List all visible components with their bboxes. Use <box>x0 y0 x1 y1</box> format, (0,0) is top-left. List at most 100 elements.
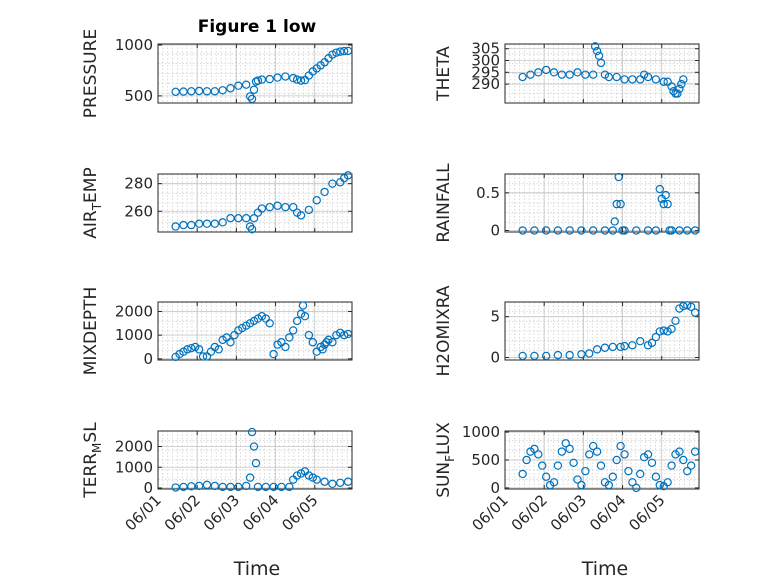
data-point <box>557 447 567 456</box>
data-point <box>667 324 676 334</box>
data-point <box>198 352 208 361</box>
data-point <box>534 68 543 77</box>
data-point <box>308 473 318 482</box>
data-point <box>336 47 345 56</box>
data-point <box>667 461 676 470</box>
data-point <box>581 466 590 476</box>
y-tick-label: 280 <box>124 175 153 193</box>
data-point <box>343 171 353 180</box>
data-point <box>675 226 684 235</box>
data-point <box>620 341 629 351</box>
data-point <box>304 205 314 215</box>
figure-title: Figure 1 low <box>198 17 317 37</box>
data-point <box>659 326 668 335</box>
data-point <box>604 480 614 490</box>
data-point <box>202 480 212 490</box>
data-point <box>534 450 543 459</box>
data-point <box>647 338 657 348</box>
data-point <box>296 76 306 85</box>
data-point <box>585 450 594 459</box>
data-point <box>518 72 527 82</box>
y-axis-label: PRESSURE <box>81 29 101 118</box>
y-tick-label: 0.5 <box>476 184 500 202</box>
data-point <box>247 94 257 104</box>
data-point <box>610 217 619 226</box>
data-point <box>573 68 582 77</box>
data-point <box>245 473 255 482</box>
y-tick-label: 0 <box>490 221 500 239</box>
data-point <box>659 77 668 86</box>
data-point <box>343 477 353 486</box>
data-point <box>285 333 294 342</box>
data-point <box>226 213 235 223</box>
data-point <box>269 482 278 492</box>
data-point <box>249 213 259 223</box>
data-point <box>281 202 290 212</box>
data-point <box>675 447 684 456</box>
data-point <box>683 466 692 476</box>
data-point <box>308 338 318 347</box>
data-point <box>565 444 574 454</box>
data-point <box>686 302 696 312</box>
data-point <box>187 343 196 353</box>
subplot-air_temp: 260 280 AIRTEMP <box>81 167 353 239</box>
data-point <box>273 73 282 82</box>
y-axis-label: THETA <box>434 46 454 102</box>
y-axis-label: MIXDEPTH <box>81 287 101 376</box>
data-point <box>636 469 645 479</box>
data-point <box>234 81 243 90</box>
data-point <box>632 226 641 235</box>
data-point <box>320 187 329 197</box>
data-point <box>289 202 298 212</box>
axes-box <box>504 43 700 104</box>
subplot-pressure: 500 1000 PRESSURE <box>81 29 353 118</box>
data-point <box>655 184 665 194</box>
data-point <box>247 225 257 234</box>
data-point <box>538 461 547 470</box>
data-point <box>241 80 251 89</box>
data-point <box>210 219 220 228</box>
data-point <box>620 75 629 84</box>
data-point <box>518 351 527 361</box>
data-point <box>234 213 243 223</box>
data-point <box>289 73 298 83</box>
data-point <box>304 330 314 340</box>
y-axis-label: TERRMSL <box>81 422 104 499</box>
data-point <box>187 220 196 230</box>
data-point <box>632 483 641 493</box>
y-tick-label: 300 <box>471 52 500 70</box>
x-tick-label: 06/05 <box>625 491 668 534</box>
data-point <box>336 478 345 487</box>
data-point <box>285 482 294 492</box>
data-point <box>541 351 551 361</box>
x-tick-label: 06/05 <box>278 491 321 534</box>
data-point <box>296 469 306 478</box>
data-point <box>292 75 302 84</box>
y-tick-label: 290 <box>471 75 500 93</box>
subplot-rainfall: 0 0.5 RAINFALL <box>434 163 700 243</box>
data-point <box>659 199 668 209</box>
data-point <box>608 472 617 481</box>
y-axis-label: AIRTEMP <box>81 167 104 238</box>
data-point <box>628 478 637 487</box>
data-point <box>304 471 314 480</box>
data-point <box>577 480 586 490</box>
data-point <box>171 222 180 231</box>
data-point <box>530 226 539 235</box>
x-axis-label-right: Time <box>581 558 629 580</box>
data-point <box>643 72 653 82</box>
data-point <box>518 469 527 479</box>
data-point <box>183 345 192 354</box>
data-point <box>577 226 586 235</box>
data-point <box>588 441 598 451</box>
data-point <box>541 226 551 235</box>
data-point <box>218 482 227 492</box>
data-point <box>318 345 327 354</box>
data-point <box>612 72 621 82</box>
data-point <box>647 458 657 467</box>
data-point <box>690 447 700 456</box>
data-point <box>620 450 629 459</box>
data-point <box>218 218 227 227</box>
